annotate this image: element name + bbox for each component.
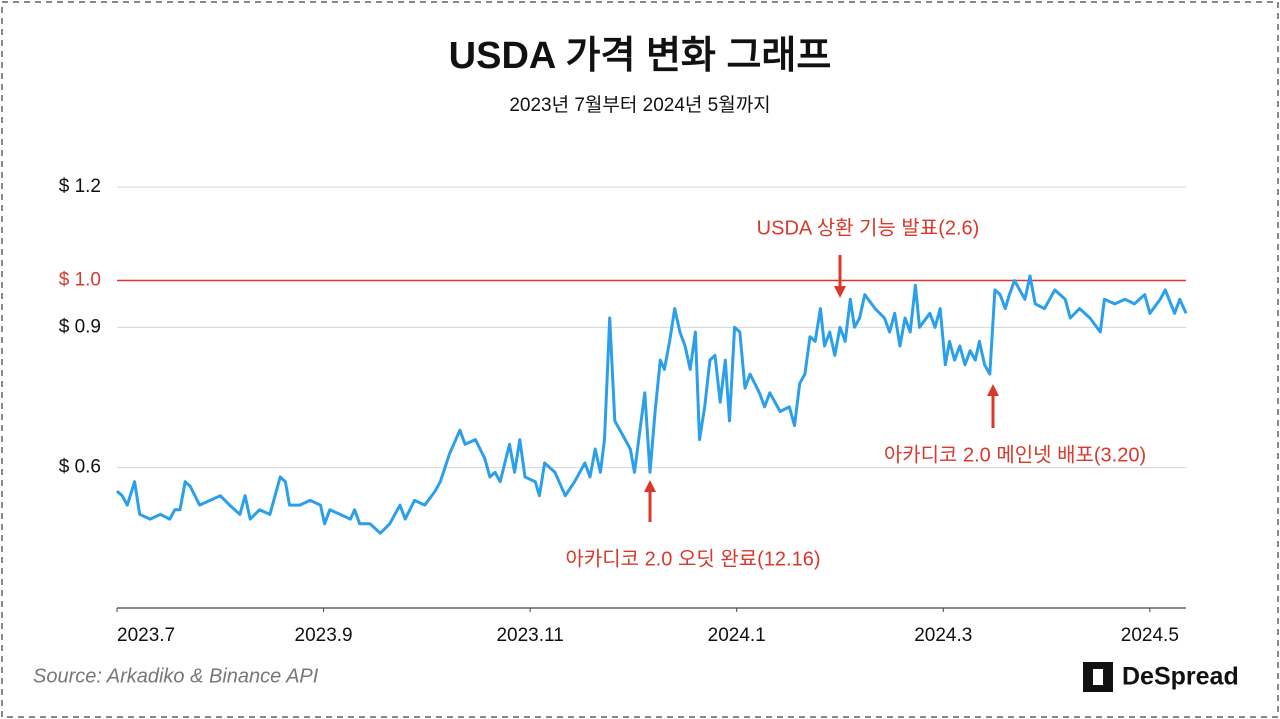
chart-title: USDA 가격 변화 그래프 [449, 35, 832, 77]
annotation: USDA 상환 기능 발표(2.6) [757, 216, 980, 239]
brand-logo: DeSpread [1083, 662, 1239, 692]
price-line [116, 274, 1188, 535]
x-tick-label: 2024.3 [914, 625, 972, 646]
y-tick-label: $ 1.2 [59, 176, 101, 197]
brand: DeSpread [1122, 663, 1239, 691]
chart-subtitle: 2023년 7월부터 2024년 5월까지 [509, 94, 770, 116]
logo-icon-inner [1093, 669, 1103, 685]
y-tick-label: $ 0.6 [59, 457, 101, 478]
source: Source: Arkadiko & Binance API [33, 665, 319, 687]
annotation: 아카디코 2.0 오딧 완료(12.16) [565, 547, 820, 570]
x-tick-label: 2023.7 [117, 625, 175, 646]
x-tick-label: 2024.5 [1121, 625, 1179, 646]
x-tick-label: 2023.9 [295, 625, 353, 646]
y-tick-label: $ 0.9 [59, 316, 101, 337]
x-tick-label: 2023.11 [496, 625, 563, 646]
annotation: 아카디코 2.0 메인넷 배포(3.20) [884, 443, 1146, 466]
y-tick-label: $ 1.0 [59, 270, 101, 291]
x-tick-label: 2024.1 [708, 625, 766, 646]
